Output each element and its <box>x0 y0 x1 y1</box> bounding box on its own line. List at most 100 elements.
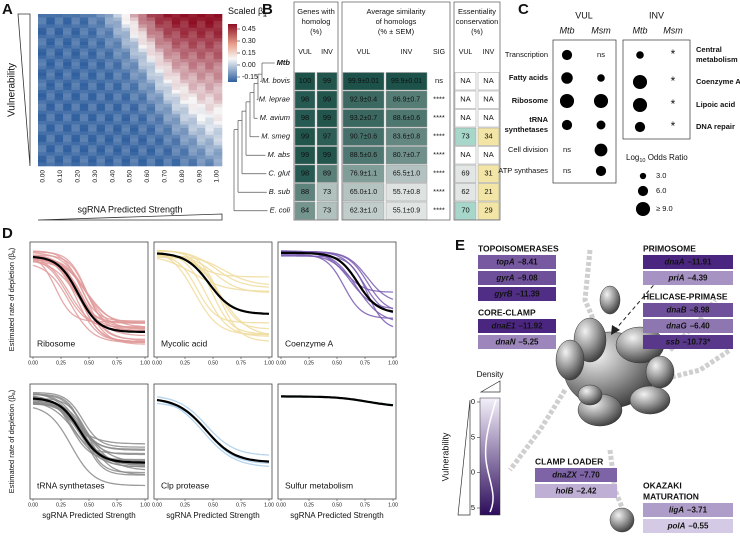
heatmap-cell <box>163 114 173 118</box>
heatmap-cell <box>171 52 181 56</box>
heatmap-cell <box>146 86 156 91</box>
heatmap-cell <box>146 62 156 67</box>
heatmap-cell <box>138 41 148 46</box>
heatmap-cell <box>138 110 148 115</box>
heatmap-cell <box>138 65 148 70</box>
heatmap-cell <box>146 114 156 118</box>
heatmap-cell <box>146 141 156 146</box>
heatmap-cell <box>63 121 72 125</box>
heatmap-cell <box>96 155 106 160</box>
table-cell-text: 88.6±0.6 <box>393 115 420 122</box>
x-tick-label: 0.10 <box>57 170 64 183</box>
heatmap-cell <box>196 110 206 115</box>
heatmap-cell <box>104 128 114 132</box>
heatmap-cell <box>38 145 47 150</box>
heatmap-cell <box>130 65 139 70</box>
heatmap-cell <box>63 24 72 29</box>
table-cell-text: 76.9±1.1 <box>350 171 377 178</box>
heatmap-cell <box>130 55 139 60</box>
heatmap-cell <box>63 41 72 46</box>
heatmap-cell <box>88 45 97 49</box>
table-cell-text: 99 <box>323 113 331 122</box>
heatmap-cell <box>113 86 122 91</box>
heatmap-cell <box>138 83 148 87</box>
heatmap-cell <box>88 34 97 39</box>
heatmap-cell <box>63 148 72 153</box>
x-tick-label: 0.75 <box>236 360 246 366</box>
heatmap-cell <box>88 138 97 143</box>
x-tick-label: 0.80 <box>179 170 186 183</box>
table-cell-text: 100 <box>299 76 312 85</box>
column-group-title: conservation <box>456 17 499 26</box>
heatmap-cell <box>146 96 156 101</box>
heatmap-cell <box>196 152 206 156</box>
heatmap-cell <box>104 131 114 136</box>
heatmap-cell <box>205 121 214 125</box>
heatmap-cell <box>155 141 164 146</box>
heatmap-cell <box>63 90 72 94</box>
heatmap-cell <box>130 145 139 150</box>
x-tick-label: 0.25 <box>56 360 66 366</box>
heatmap-cell <box>163 117 173 122</box>
heatmap-cell <box>38 155 47 160</box>
heatmap-cell <box>113 20 122 25</box>
heatmap-cell <box>155 65 164 70</box>
heatmap-cell <box>205 159 214 163</box>
heatmap-cell <box>38 62 47 67</box>
heatmap-cell <box>188 100 198 105</box>
heatmap-cell <box>196 45 206 49</box>
heatmap-cell <box>63 138 72 143</box>
heatmap-cell <box>205 83 214 87</box>
heatmap-cell <box>138 14 148 18</box>
heatmap-cell <box>205 34 214 39</box>
heatmap-cell <box>63 14 72 18</box>
heatmap-cell <box>96 20 106 25</box>
heatmap-cell <box>155 27 164 32</box>
gene-curve <box>32 393 145 451</box>
table-cell-text: 73 <box>323 187 331 196</box>
odds-dot <box>632 97 648 113</box>
heatmap-cell <box>38 110 47 115</box>
table-cell <box>342 146 385 165</box>
heatmap-cell <box>71 31 81 36</box>
gene-box <box>478 271 556 285</box>
table-cell-text: 62 <box>461 187 469 196</box>
heatmap-cell <box>146 48 156 53</box>
heatmap-cell <box>163 62 173 67</box>
table-cell-text: 99.9±0.01 <box>348 78 379 85</box>
heatmap-cell <box>188 76 198 80</box>
heatmap-cell <box>96 27 106 32</box>
heatmap-cell <box>79 86 89 91</box>
heatmap-cell <box>113 128 122 132</box>
arrow <box>614 279 659 331</box>
column-header: Mtb <box>632 25 647 35</box>
row-label: Cell division <box>508 145 548 154</box>
heatmap-cell <box>96 14 106 18</box>
heatmap-cell <box>171 114 181 118</box>
table-cell-text: 83.6±0.8 <box>393 134 420 141</box>
heatmap-cell <box>63 114 72 118</box>
heatmap-cell <box>155 96 164 101</box>
heatmap-cell <box>196 31 206 36</box>
scale-tick-label: 0 <box>471 397 475 406</box>
heatmap-cell <box>63 55 72 60</box>
table-cell-text: 92.9±0.4 <box>350 97 377 104</box>
heatmap-cell <box>180 76 189 80</box>
significance-label: * <box>671 97 676 111</box>
heatmap-cell <box>171 152 181 156</box>
x-tick-label: 1.00 <box>388 360 398 366</box>
heatmap-cell <box>146 58 156 63</box>
subpanel-label: Clp protease <box>161 480 209 490</box>
heatmap-cell <box>79 100 89 105</box>
heatmap-cell <box>54 48 64 53</box>
heatmap-cell <box>79 103 89 108</box>
table-cell <box>429 109 449 127</box>
heatmap-cell <box>63 107 72 112</box>
heatmap-cell <box>188 90 198 94</box>
heatmap-cell <box>188 72 198 77</box>
heatmap-cell <box>196 86 206 91</box>
heatmap-cell <box>38 128 47 132</box>
heatmap-cell <box>188 159 198 163</box>
column-group-title: Average similarity <box>366 7 425 16</box>
table-cell-text: 62.3±1.0 <box>350 208 377 215</box>
